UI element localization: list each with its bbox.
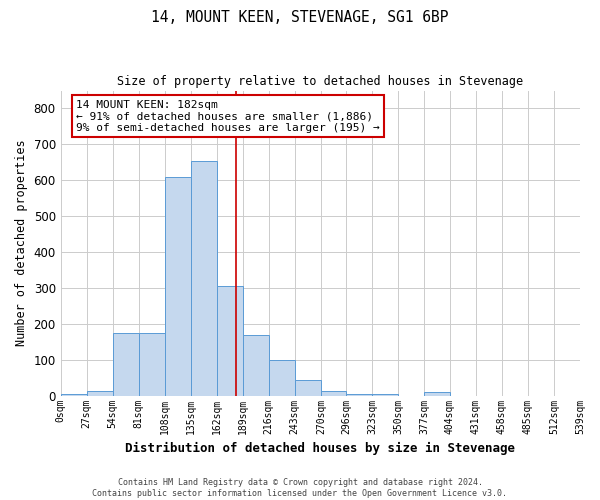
Text: 14 MOUNT KEEN: 182sqm
← 91% of detached houses are smaller (1,886)
9% of semi-de: 14 MOUNT KEEN: 182sqm ← 91% of detached … xyxy=(76,100,380,133)
Bar xyxy=(295,380,321,396)
Text: 14, MOUNT KEEN, STEVENAGE, SG1 6BP: 14, MOUNT KEEN, STEVENAGE, SG1 6BP xyxy=(151,10,449,25)
Y-axis label: Number of detached properties: Number of detached properties xyxy=(15,140,28,346)
Bar xyxy=(191,160,217,396)
Bar xyxy=(321,392,346,396)
Bar xyxy=(424,392,450,396)
Bar xyxy=(372,394,398,396)
Bar xyxy=(217,286,243,396)
Bar xyxy=(346,394,372,396)
X-axis label: Distribution of detached houses by size in Stevenage: Distribution of detached houses by size … xyxy=(125,442,515,455)
Text: Contains HM Land Registry data © Crown copyright and database right 2024.
Contai: Contains HM Land Registry data © Crown c… xyxy=(92,478,508,498)
Bar xyxy=(86,392,113,396)
Bar xyxy=(243,334,269,396)
Bar xyxy=(165,176,191,396)
Title: Size of property relative to detached houses in Stevenage: Size of property relative to detached ho… xyxy=(117,75,523,88)
Bar xyxy=(113,333,139,396)
Bar xyxy=(269,360,295,396)
Bar xyxy=(139,333,165,396)
Bar xyxy=(61,394,86,396)
